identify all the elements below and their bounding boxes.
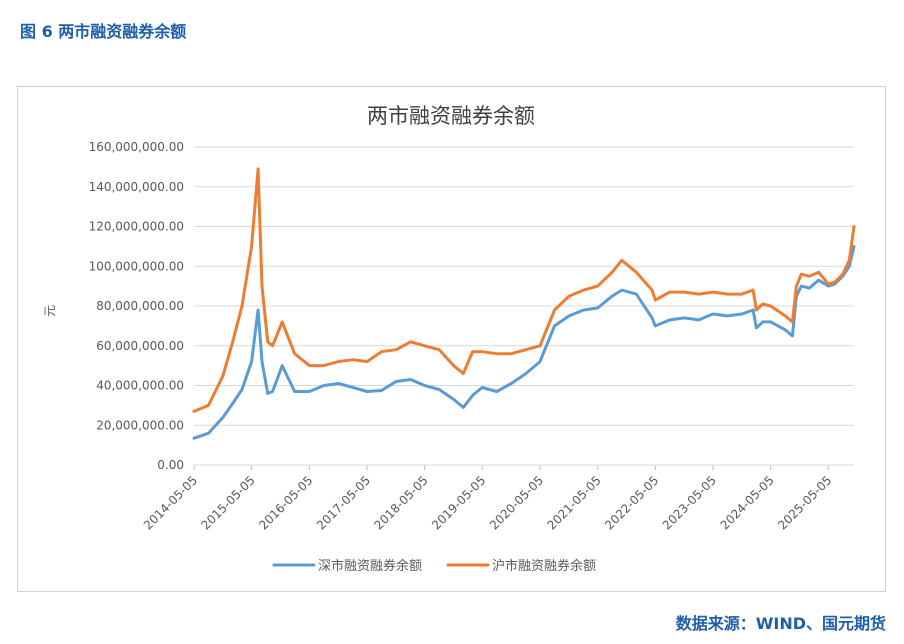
y-tick-label: 0.00	[157, 458, 184, 472]
y-tick-label: 60,000,000.00	[96, 339, 184, 353]
line-chart: 两市融资融券余额 0.00 20,000,000.00 40,000,000.00 6…	[43, 104, 856, 574]
x-tick-label: 2023-05-05	[660, 473, 719, 532]
x-tick-label: 2022-05-05	[602, 473, 661, 532]
y-tick-label: 100,000,000.00	[89, 259, 184, 273]
y-tick-label: 80,000,000.00	[96, 299, 184, 313]
y-tick-label: 140,000,000.00	[89, 180, 184, 194]
legend-label: 沪市融资融券余额	[492, 558, 596, 574]
legend-label: 深市融资融券余额	[318, 558, 422, 574]
x-tick-label: 2016-05-05	[256, 473, 315, 532]
y-axis-ticks: 0.00 20,000,000.00 40,000,000.00 60,000,000…	[89, 140, 184, 472]
x-tick-label: 2020-05-05	[487, 473, 546, 532]
x-tick-label: 2025-05-05	[775, 473, 834, 532]
x-tick-label: 2018-05-05	[372, 473, 431, 532]
source-note: 数据来源：WIND、国元期货	[675, 614, 886, 633]
y-axis-label: 元	[43, 305, 57, 317]
y-tick-label: 160,000,000.00	[89, 140, 184, 154]
x-axis-ticks: 2014-05-052015-05-052016-05-052017-05-05…	[141, 465, 834, 532]
y-tick-label: 120,000,000.00	[89, 220, 184, 234]
series-lines	[192, 167, 856, 440]
legend: 深市融资融券余额 沪市融资融券余额	[272, 558, 596, 574]
series-line-sh	[192, 167, 856, 413]
legend-item-sh: 沪市融资融券余额	[446, 558, 596, 574]
x-tick-label: 2021-05-05	[545, 473, 604, 532]
y-tick-label: 40,000,000.00	[96, 379, 184, 393]
grid-lines	[194, 146, 854, 466]
chart-title: 两市融资融券余额	[367, 104, 535, 128]
chart-frame: 两市融资融券余额 0.00 20,000,000.00 40,000,000.00 6…	[17, 86, 886, 592]
legend-item-sz: 深市融资融券余额	[272, 558, 422, 574]
x-tick-label: 2017-05-05	[314, 473, 373, 532]
x-tick-label: 2024-05-05	[718, 473, 777, 532]
figure-caption: 图 6 两市融资融券余额	[20, 22, 187, 41]
x-tick-label: 2014-05-05	[141, 473, 200, 532]
series-line-sz	[192, 244, 856, 440]
y-tick-label: 20,000,000.00	[96, 418, 184, 432]
x-tick-label: 2015-05-05	[199, 473, 258, 532]
x-tick-label: 2019-05-05	[429, 473, 488, 532]
